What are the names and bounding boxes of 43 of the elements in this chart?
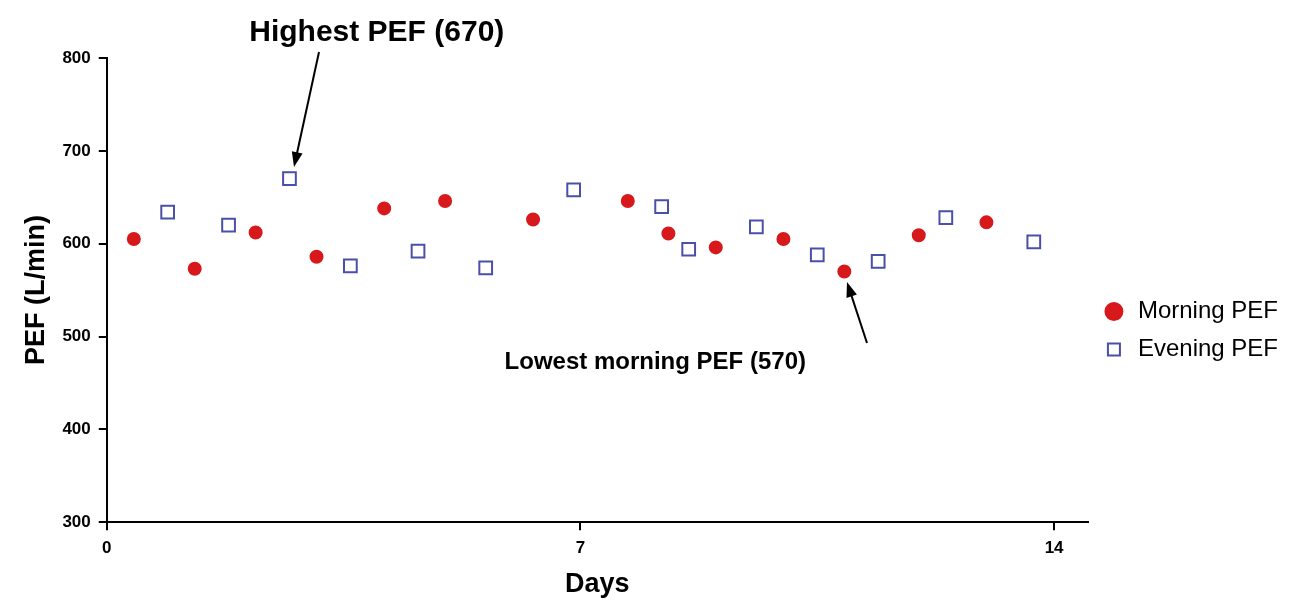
y-tick-label: 300 <box>62 511 91 531</box>
point <box>1026 234 1042 250</box>
y-tick-label: 400 <box>62 419 91 439</box>
annotation: Lowest morning PEF (570) <box>504 346 806 375</box>
point <box>187 261 202 276</box>
legend-label: Morning PEF <box>1137 296 1278 324</box>
point <box>837 264 852 279</box>
point <box>377 201 392 216</box>
x-tick-label: 7 <box>575 538 586 558</box>
point <box>343 258 358 274</box>
point <box>221 217 236 233</box>
x-tick-label: 0 <box>102 538 112 558</box>
point <box>160 204 176 220</box>
point <box>870 253 886 269</box>
point <box>248 225 263 240</box>
point <box>938 210 954 226</box>
y-tick-label: 800 <box>62 47 91 67</box>
point <box>566 182 582 198</box>
point <box>911 228 926 243</box>
point <box>809 247 825 263</box>
y-tick-label: 600 <box>62 233 91 253</box>
point <box>776 232 791 247</box>
x-tick-label: 14 <box>1044 538 1065 558</box>
point <box>126 232 141 247</box>
y-tick-label: 700 <box>62 140 91 160</box>
legend-label: Evening PEF <box>1137 334 1278 362</box>
y-axis-title: PEF (L/min) <box>19 215 50 366</box>
point <box>410 243 426 259</box>
point <box>620 193 635 208</box>
point <box>438 193 453 208</box>
point <box>979 215 994 230</box>
point <box>282 171 297 187</box>
point <box>661 226 676 241</box>
point <box>654 199 669 214</box>
x-axis-title: Days <box>565 568 630 599</box>
point <box>478 260 494 276</box>
y-tick-label: 500 <box>62 326 91 346</box>
point <box>681 241 697 257</box>
point <box>749 219 764 235</box>
point <box>526 212 541 227</box>
text: Highest PEF (670) <box>249 13 505 48</box>
point <box>309 249 324 264</box>
point <box>708 240 723 255</box>
